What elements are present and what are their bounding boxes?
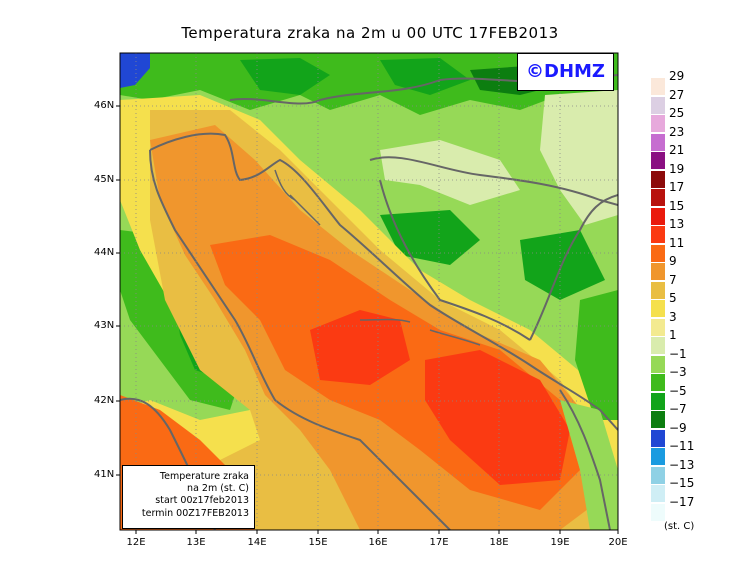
legend-label: 7 <box>669 272 677 287</box>
field-blue-corner <box>120 53 150 88</box>
lat-label-46n: 46N <box>94 100 115 111</box>
legend-units: (st. C) <box>664 521 695 532</box>
lat-label-42n: 42N <box>94 395 115 406</box>
legend-swatch <box>651 448 665 465</box>
legend-swatch <box>651 207 665 225</box>
field-darkgreen-alps <box>240 58 330 95</box>
lon-label-19e: 19E <box>550 537 570 548</box>
legend-swatch <box>651 318 665 336</box>
legend-label: −1 <box>669 346 687 361</box>
lon-label-13e: 13E <box>186 537 206 548</box>
legend-label: 21 <box>669 143 685 157</box>
lon-label-18e: 18E <box>489 537 509 548</box>
border-bosnia <box>379 179 531 341</box>
field-green-south-balkan <box>575 290 618 420</box>
legend-swatch <box>651 133 665 151</box>
legend-label: −13 <box>669 457 695 472</box>
field-warm-core-2 <box>425 350 570 485</box>
island-hvar <box>359 318 411 323</box>
lon-label-15e: 15E <box>308 537 328 548</box>
legend-swatch <box>651 96 665 114</box>
legend-swatch <box>651 152 665 169</box>
temperature-field <box>120 53 618 530</box>
border-north <box>229 74 618 105</box>
legend-swatch <box>651 115 665 132</box>
legend-swatch <box>651 78 665 95</box>
legend-swatch <box>651 263 665 280</box>
field-darkgreen-alps-2 <box>380 58 470 95</box>
legend-swatch <box>651 374 665 391</box>
legend-label: 17 <box>669 180 685 194</box>
info-line-4: termin 00Z17FEB2013 <box>141 507 249 519</box>
lat-label-45n: 45N <box>94 174 115 185</box>
legend-label: 23 <box>669 124 685 139</box>
legend-label: 19 <box>669 161 685 176</box>
legend-label: −15 <box>669 476 695 490</box>
field-pale-north-bosnia <box>380 140 520 205</box>
legend-label: 25 <box>669 106 685 120</box>
legend-swatch <box>651 411 665 428</box>
legend-swatch <box>651 355 665 373</box>
legend-swatch <box>651 170 665 188</box>
lon-label-16e: 16E <box>368 537 388 548</box>
lon-label-17e: 17E <box>429 537 449 548</box>
legend-swatch <box>651 429 665 447</box>
legend-label: −7 <box>669 402 687 416</box>
legend-label: −5 <box>669 383 687 398</box>
italian-coast <box>149 149 451 530</box>
lat-label-43n: 43N <box>94 320 115 331</box>
lon-label-14e: 14E <box>247 537 267 548</box>
plot-frame <box>119 52 619 531</box>
border-albania <box>559 389 611 530</box>
info-line-3: start 00z17feb2013 <box>155 495 249 507</box>
grid <box>120 53 618 530</box>
coastlines <box>120 74 618 530</box>
legend-swatch <box>651 466 665 484</box>
legend-label: −3 <box>669 365 687 379</box>
legend-swatch <box>651 503 665 521</box>
info-box: Temperature zraka na 2m (st. C) start 00… <box>122 465 255 529</box>
island-krk <box>274 169 296 201</box>
legend-label: 27 <box>669 87 685 102</box>
lat-label-41n: 41N <box>94 469 115 480</box>
legend-label: 15 <box>669 198 685 213</box>
map-title: Temperatura zraka na 2m u 00 UTC 17FEB20… <box>181 24 559 42</box>
legend-label: −17 <box>669 494 695 509</box>
border-drina <box>529 194 618 341</box>
legend-label: 29 <box>669 69 685 83</box>
axis-ticks <box>116 105 619 534</box>
info-line-2: na 2m (st. C) <box>187 483 249 495</box>
legend-label: −11 <box>669 439 695 453</box>
field-pale-pannonian <box>540 90 618 225</box>
dhmz-logo: ©DHMZ <box>517 53 614 91</box>
field-green-bosnia <box>380 210 480 265</box>
legend-label: 3 <box>669 309 677 324</box>
legend-swatch <box>651 281 665 299</box>
legend-swatch <box>651 392 665 410</box>
island-korcula <box>429 329 481 346</box>
legend-swatch <box>651 244 665 262</box>
legend-swatch <box>651 226 665 243</box>
legend-swatch <box>651 300 665 317</box>
legend-label: 1 <box>669 328 677 342</box>
legend-label: −9 <box>669 420 687 435</box>
legend-swatch <box>651 337 665 354</box>
legend-label: 13 <box>669 217 685 231</box>
lon-label-12e: 12E <box>126 537 146 548</box>
field-warm-core-1 <box>310 310 410 385</box>
legend-swatch <box>651 485 665 502</box>
border-sava <box>369 156 618 206</box>
legend-label: 5 <box>669 291 677 305</box>
legend-label: 9 <box>669 254 677 268</box>
lat-label-44n: 44N <box>94 247 115 258</box>
legend-swatch <box>651 189 665 206</box>
lon-label-20e: 20E <box>608 537 628 548</box>
legend-label: 11 <box>669 235 685 250</box>
info-line-1: Temperature zraka <box>159 471 249 482</box>
east-adriatic-coast <box>149 132 618 431</box>
island-pag <box>289 194 321 226</box>
